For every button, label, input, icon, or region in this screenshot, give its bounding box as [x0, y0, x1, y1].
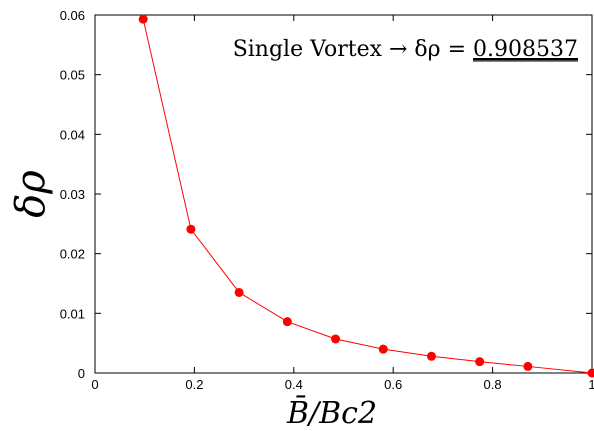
data-point-5	[378, 344, 388, 354]
series-line-0	[142, 19, 593, 374]
y-tick-label-6: 0.06	[60, 8, 85, 23]
y-tick-label-1: 0.01	[60, 306, 85, 321]
plot-frame	[94, 14, 593, 374]
data-point-8	[523, 361, 533, 371]
x-axis-label: B̄/Bc2	[286, 395, 377, 431]
x-tick-label-4: 0.8	[484, 377, 502, 392]
data-point-9	[587, 368, 594, 378]
data-point-7	[475, 357, 485, 367]
x-tick-label-0: 0	[91, 377, 98, 392]
y-axis-label: δρ	[8, 170, 54, 218]
y-tick-label-0: 0	[78, 366, 85, 381]
data-point-2	[234, 287, 244, 297]
data-point-3	[282, 317, 292, 327]
data-point-0	[138, 14, 148, 24]
x-tick-label-1: 0.2	[185, 377, 203, 392]
y-tick-label-4: 0.04	[60, 127, 85, 142]
x-tick-label-5: 1	[588, 377, 594, 392]
data-point-4	[331, 334, 341, 344]
y-tick-label-5: 0.05	[60, 68, 85, 83]
data-point-1	[186, 224, 196, 234]
y-tick-label-2: 0.02	[60, 247, 85, 262]
annotation-text: Single Vortex → δρ = 0.908537	[233, 37, 578, 62]
x-tick-label-2: 0.4	[285, 377, 303, 392]
axis-ticks: 0 0.2 0.4 0.6 0.8 1 0 0.01 0.02 0.03 0.04 0.05 0.06	[60, 8, 594, 392]
data-point-6	[426, 351, 436, 361]
x-tick-label-3: 0.6	[384, 377, 402, 392]
annotation-value: 0.908537	[473, 37, 578, 62]
y-tick-label-3: 0.03	[60, 187, 85, 202]
annotation-prefix: Single Vortex → δρ =	[233, 37, 473, 62]
data-series	[138, 14, 594, 378]
